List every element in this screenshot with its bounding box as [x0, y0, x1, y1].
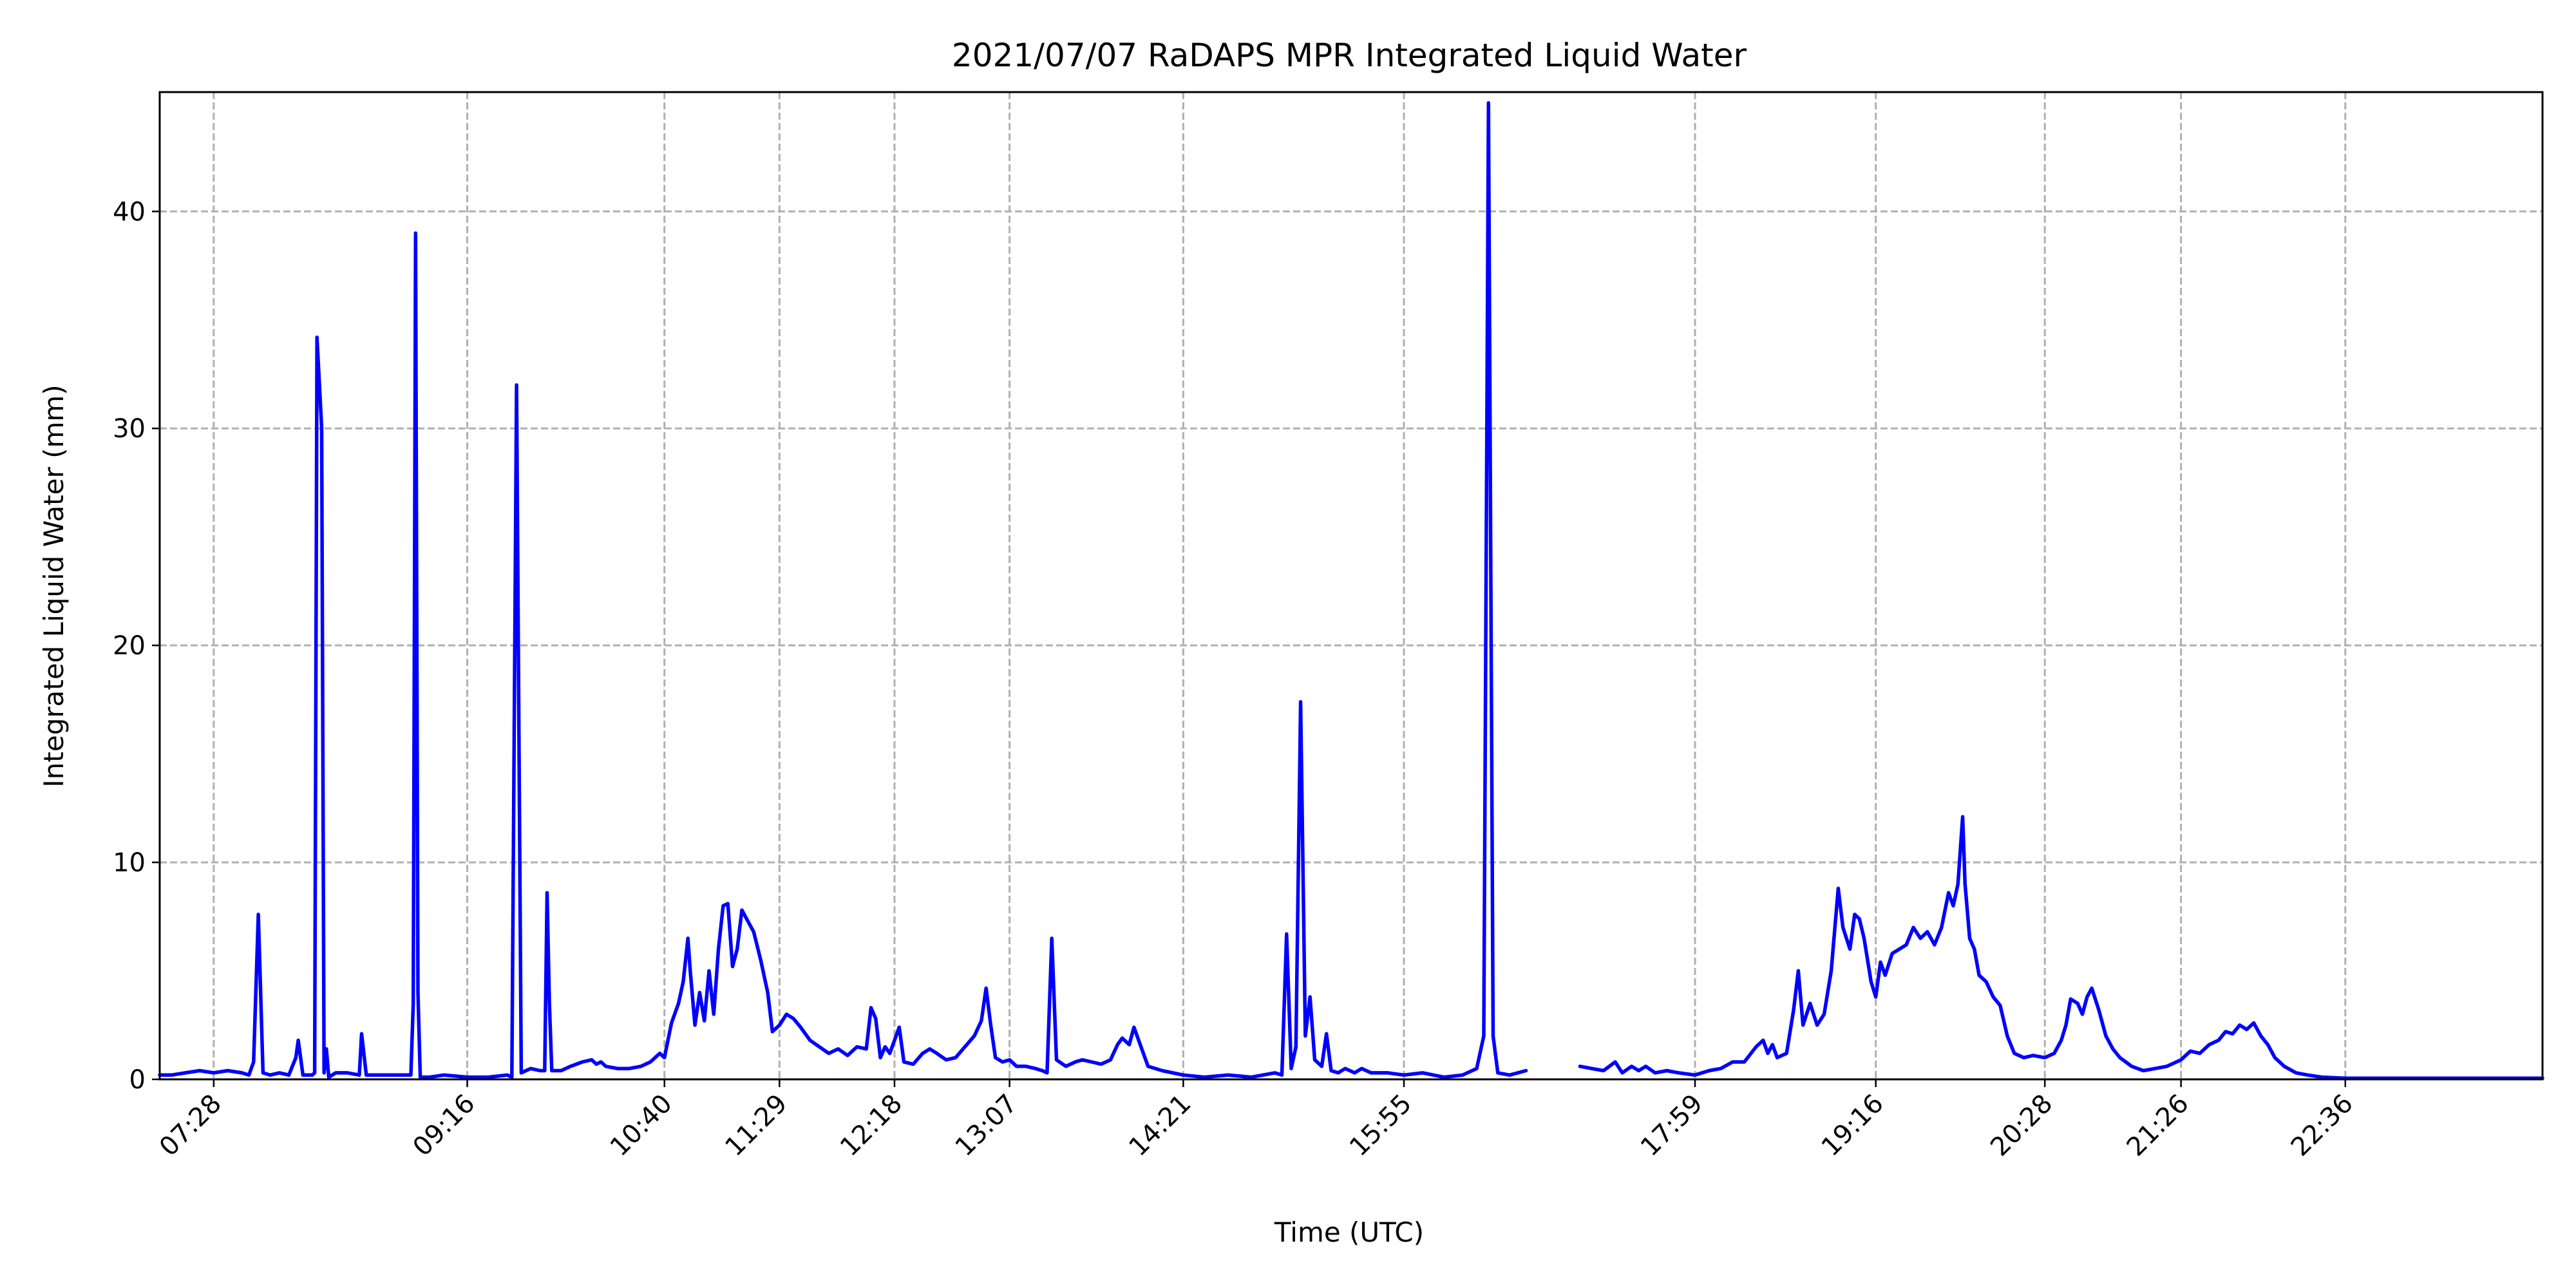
series-layer [158, 101, 2544, 1081]
y-tick-label: 0 [129, 1065, 146, 1095]
grid-lines [160, 92, 2543, 1079]
y-tick-label: 10 [113, 848, 146, 878]
y-axis: 0 10 20 30 40 [113, 197, 160, 1095]
y-axis-label: Integrated Liquid Water (mm) [38, 384, 70, 787]
y-tick-label: 30 [113, 414, 146, 444]
x-axis-label: Time (UTC) [1274, 1217, 1424, 1248]
ilw-series-line [158, 101, 1528, 1079]
y-tick-label: 40 [113, 197, 146, 227]
ilw-series-line [1578, 815, 2544, 1081]
chart-title: 2021/07/07 RaDAPS MPR Integrated Liquid … [952, 37, 1747, 74]
plot-frame [158, 91, 2544, 1081]
y-tick-label: 20 [113, 631, 146, 661]
